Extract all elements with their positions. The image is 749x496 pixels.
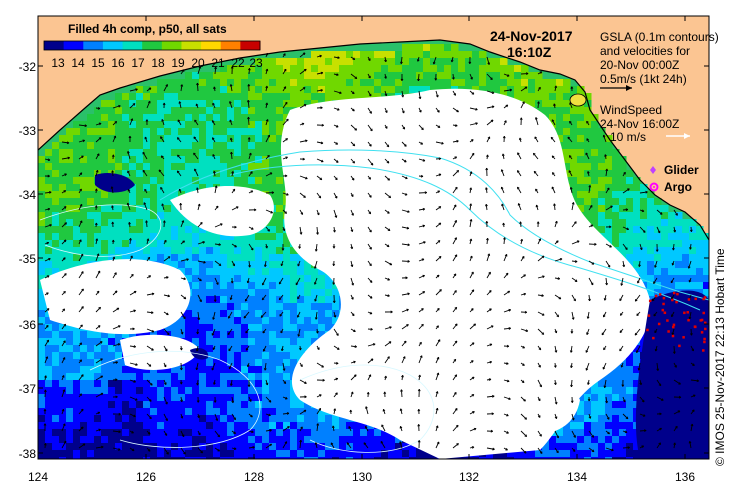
credit-text: © IMOS 25-Nov-2017 22:13 Hobart Time: [713, 248, 727, 466]
colorbar-label: 16: [111, 56, 125, 70]
colorbar-swatch: [122, 41, 143, 50]
colorbar-label: 20: [191, 56, 205, 70]
velocity-arrows: [43, 52, 699, 455]
colorbar-swatch: [220, 41, 241, 50]
gsla-line: 20-Nov 00:00Z: [600, 58, 680, 72]
map-date: 24-Nov-2017: [490, 28, 573, 44]
colorbar-swatch: [240, 41, 261, 50]
colorbar-swatch: [181, 41, 202, 50]
gsla-contour: [89, 350, 261, 448]
colorbar-outline: [43, 40, 261, 51]
coastline: [38, 39, 709, 241]
colorbar-label: 17: [131, 56, 145, 70]
colorbar-label: 19: [171, 56, 185, 70]
gsla-line: GSLA (0.1m contours): [600, 30, 719, 44]
gsla-contour: [229, 164, 701, 311]
plot-frame: [37, 15, 710, 460]
map-time: 16:10Z: [507, 44, 552, 60]
colorbar-label: 22: [231, 56, 245, 70]
colorbar-swatch: [63, 41, 84, 50]
colorbar-swatch: [142, 41, 163, 50]
colorbar: [43, 40, 261, 51]
lat-tick-label: -35: [18, 252, 36, 266]
gsla-line: 0.5m/s (1kt 24h): [600, 72, 687, 86]
colorbar-label: 13: [51, 56, 65, 70]
wind-line: 24-Nov 16:00Z: [600, 117, 680, 131]
colorbar-label: 14: [71, 56, 85, 70]
lat-tick-label: -36: [18, 318, 36, 332]
lat-tick-label: -33: [18, 124, 36, 138]
colorbar-label: 23: [249, 56, 263, 70]
glider-marker-icon: [650, 166, 656, 174]
colorbar-label: 18: [151, 56, 165, 70]
colorbar-swatch: [83, 41, 104, 50]
lon-tick-label: 126: [135, 470, 157, 484]
colorbar-label: 21: [211, 56, 225, 70]
lat-tick-label: -37: [18, 382, 36, 396]
gsla-contour: [39, 204, 162, 257]
island: [569, 93, 587, 107]
colorbar-swatch: [161, 41, 182, 50]
colorbar-swatch: [44, 41, 65, 50]
cloud-mask-layer: [40, 88, 709, 459]
gsla-contour: [299, 364, 435, 453]
colorbar-swatch: [102, 41, 124, 50]
colorbar-swatch: [201, 41, 222, 50]
glider-legend-label: Glider: [664, 163, 699, 177]
lon-tick-label: 132: [458, 470, 480, 484]
lat-tick-label: -34: [18, 188, 36, 202]
lon-tick-label: 128: [243, 470, 265, 484]
lat-tick-label: -32: [18, 60, 36, 74]
gsla-line: and velocities for: [600, 44, 691, 58]
wind-line: WindSpeed: [600, 103, 663, 117]
argo-legend-label: Argo: [664, 180, 692, 194]
lon-tick-label: 130: [351, 470, 373, 484]
axis-ticks: [37, 16, 709, 459]
map-title: Filled 4h comp, p50, all sats: [68, 22, 227, 36]
lon-tick-label: 136: [674, 470, 696, 484]
lat-tick-label: -38: [18, 447, 36, 461]
colorbar-label: 15: [91, 56, 105, 70]
wind-line: 10 m/s: [610, 130, 647, 144]
glider-track-markers: [646, 291, 707, 352]
lon-tick-label: 134: [566, 470, 588, 484]
lon-tick-label: 124: [27, 470, 49, 484]
argo-marker-icon: [649, 182, 659, 192]
